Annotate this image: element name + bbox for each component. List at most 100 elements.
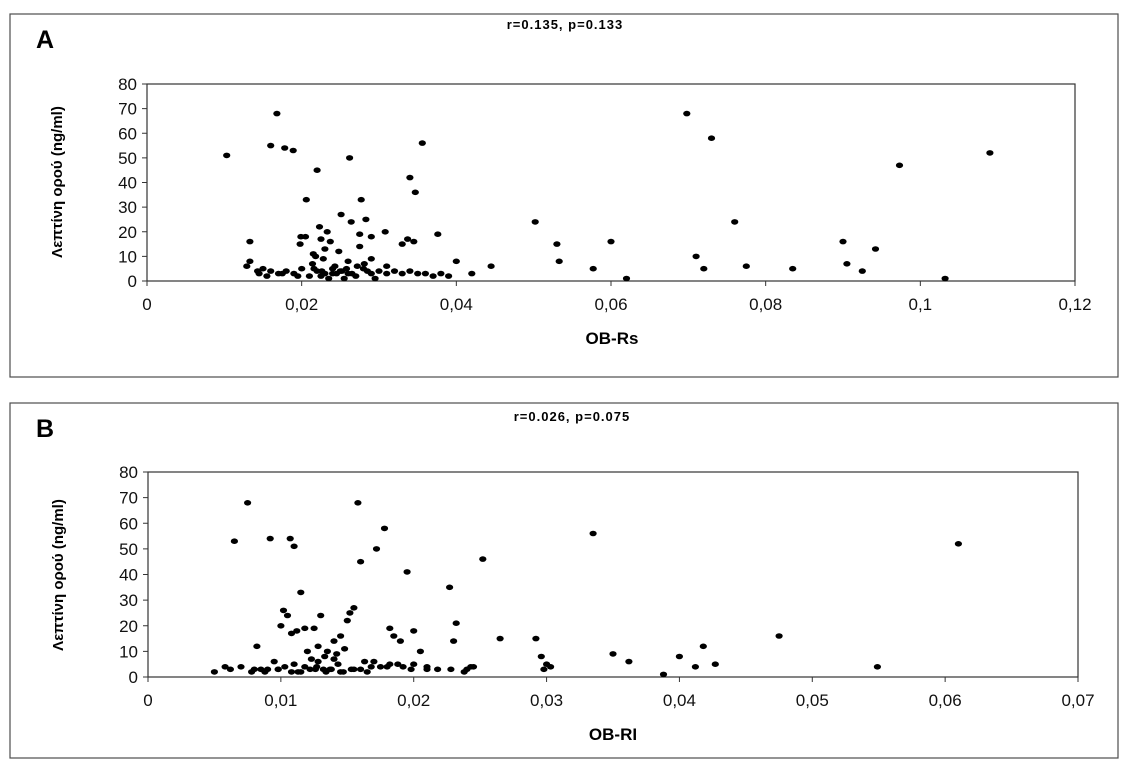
panel-a-data-point	[273, 110, 281, 117]
panel-a-label: A	[36, 26, 54, 54]
panel-b-data-point	[699, 643, 707, 650]
panel-a-data-point	[707, 135, 716, 141]
panel-a-statistics: r=0.135, p=0.133	[507, 17, 623, 32]
panel-a-data-point	[941, 275, 949, 282]
panel-b-data-point	[540, 666, 548, 673]
panel-a-data-point	[367, 255, 375, 262]
panel-a-data-point	[383, 263, 391, 270]
panel-b-statistics: r=0.026, p=0.075	[514, 409, 630, 424]
panel-b-data-point	[370, 658, 378, 665]
panel-b-data-point	[290, 661, 298, 667]
panel-b-data-point	[450, 638, 458, 644]
panel-b-data-point	[210, 669, 218, 675]
panel-b-plot-area	[147, 471, 1079, 678]
panel-b-data-point	[954, 541, 963, 547]
panel-b-y-tick-label: 0	[129, 668, 138, 687]
panel-b-data-point	[376, 664, 385, 670]
panel-b-data-point	[339, 669, 347, 675]
panel-a-data-point	[411, 189, 419, 196]
panel-a-data-point	[347, 219, 355, 225]
panel-b-data-point	[390, 633, 398, 639]
panel-b-data-point	[314, 658, 322, 665]
panel-a-y-tick-label: 30	[118, 198, 137, 217]
panel-b-x-tick-label: 0	[143, 691, 152, 710]
panel-a-data-point	[323, 229, 331, 235]
panel-b-data-point	[659, 671, 668, 678]
panel-a-data-point	[383, 270, 391, 277]
panel-b-data-point	[469, 664, 478, 670]
panel-a-data-point	[315, 224, 324, 230]
panel-b-data-point	[711, 661, 719, 667]
panel-a-data-point	[434, 231, 442, 237]
panel-b-data-point	[221, 664, 229, 670]
panel-b-y-tick-label: 50	[119, 540, 138, 559]
panel-b-data-point	[310, 625, 318, 632]
panel-b-data-point	[407, 666, 415, 673]
panel-a-data-point	[398, 270, 406, 277]
panel-b-data-point	[257, 666, 265, 673]
panel-a-data-point	[259, 265, 267, 272]
panel-a-data-point	[404, 236, 412, 242]
panel-a-data-point	[321, 246, 329, 252]
panel-b-data-point	[675, 653, 684, 660]
panel-b-data-point	[609, 651, 617, 657]
panel-a-data-point	[308, 261, 317, 267]
panel-b-data-point	[297, 669, 305, 675]
panel-a-data-point	[381, 229, 389, 235]
panel-a-data-point	[246, 258, 254, 265]
panel-a-y-axis-title: Λεπτίνη ορού (ng/ml)	[49, 106, 66, 258]
panel-b-data-point	[307, 656, 315, 662]
panel-a-data-point	[246, 238, 254, 245]
panel-a-data-point	[692, 253, 700, 260]
panel-a-data-point	[839, 238, 847, 245]
panel-a-data-points	[223, 110, 994, 282]
panel-b-y-tick-label: 70	[119, 489, 138, 508]
panel-b-data-point	[287, 669, 296, 675]
panel-b-data-point	[323, 648, 331, 655]
panel-a-x-tick-label: 0,06	[594, 295, 627, 314]
panel-a-y-tick-label: 70	[118, 100, 137, 119]
panel-b-x-tick-label: 0,06	[929, 691, 962, 710]
panel-a: A r=0.135, p=0.133 0 0,02 0,04 0,06 0,08 0,1 0…	[9, 13, 1119, 378]
panel-b-data-point	[303, 648, 311, 655]
panel-a-data-point	[487, 263, 495, 270]
panel-b-data-point	[279, 607, 288, 614]
panel-b-data-point	[350, 666, 358, 673]
panel-a-data-point	[356, 243, 364, 250]
panel-b-data-point	[326, 666, 334, 673]
panel-a-data-point	[398, 241, 406, 247]
panel-a-x-tick-label: 0,02	[285, 295, 318, 314]
panel-a-data-point	[348, 270, 356, 277]
panel-a-data-point	[589, 265, 597, 272]
panel-a-data-point	[263, 273, 271, 279]
panel-b-x-tick-label: 0,05	[796, 691, 829, 710]
panel-a-data-point	[986, 150, 994, 156]
panel-a-data-point	[360, 261, 368, 267]
panel-b-data-point	[277, 623, 285, 629]
panel-b-data-point	[547, 664, 555, 670]
panel-b-data-point	[363, 669, 371, 675]
panel-b-data-point	[244, 500, 252, 506]
panel-b-data-point	[330, 638, 338, 644]
panel-a-x-tick-label: 0,1	[909, 295, 933, 314]
panel-b-y-tick-label: 20	[119, 617, 138, 636]
panel-b-data-point	[479, 556, 487, 562]
panel-b-data-point	[343, 617, 351, 624]
panel-a-data-point	[313, 167, 321, 173]
panel-a-data-point	[375, 268, 383, 274]
panel-b-y-axis: 0 10 20 30 40 50 60 70 80	[119, 463, 148, 687]
panel-b-data-point	[537, 653, 545, 660]
panel-b: B r=0.026, p=0.075 0 0,01 0,02 0,03 0,04 0,05…	[9, 402, 1119, 759]
panel-a-x-tick-label: 0	[142, 295, 151, 314]
panel-b-data-points	[210, 500, 963, 678]
panel-b-data-point	[313, 664, 321, 670]
panel-b-data-point	[287, 630, 296, 637]
panel-a-x-tick-label: 0,12	[1058, 295, 1091, 314]
panel-a-y-tick-label: 0	[128, 272, 137, 291]
panel-a-data-point	[429, 273, 437, 279]
panel-b-y-axis-title: Λεπτίνη ορού (ng/ml)	[50, 499, 67, 651]
panel-a-y-tick-label: 80	[118, 75, 137, 94]
panel-b-data-point	[306, 666, 314, 673]
panel-b-data-point	[589, 530, 597, 537]
panel-a-data-point	[683, 110, 691, 117]
